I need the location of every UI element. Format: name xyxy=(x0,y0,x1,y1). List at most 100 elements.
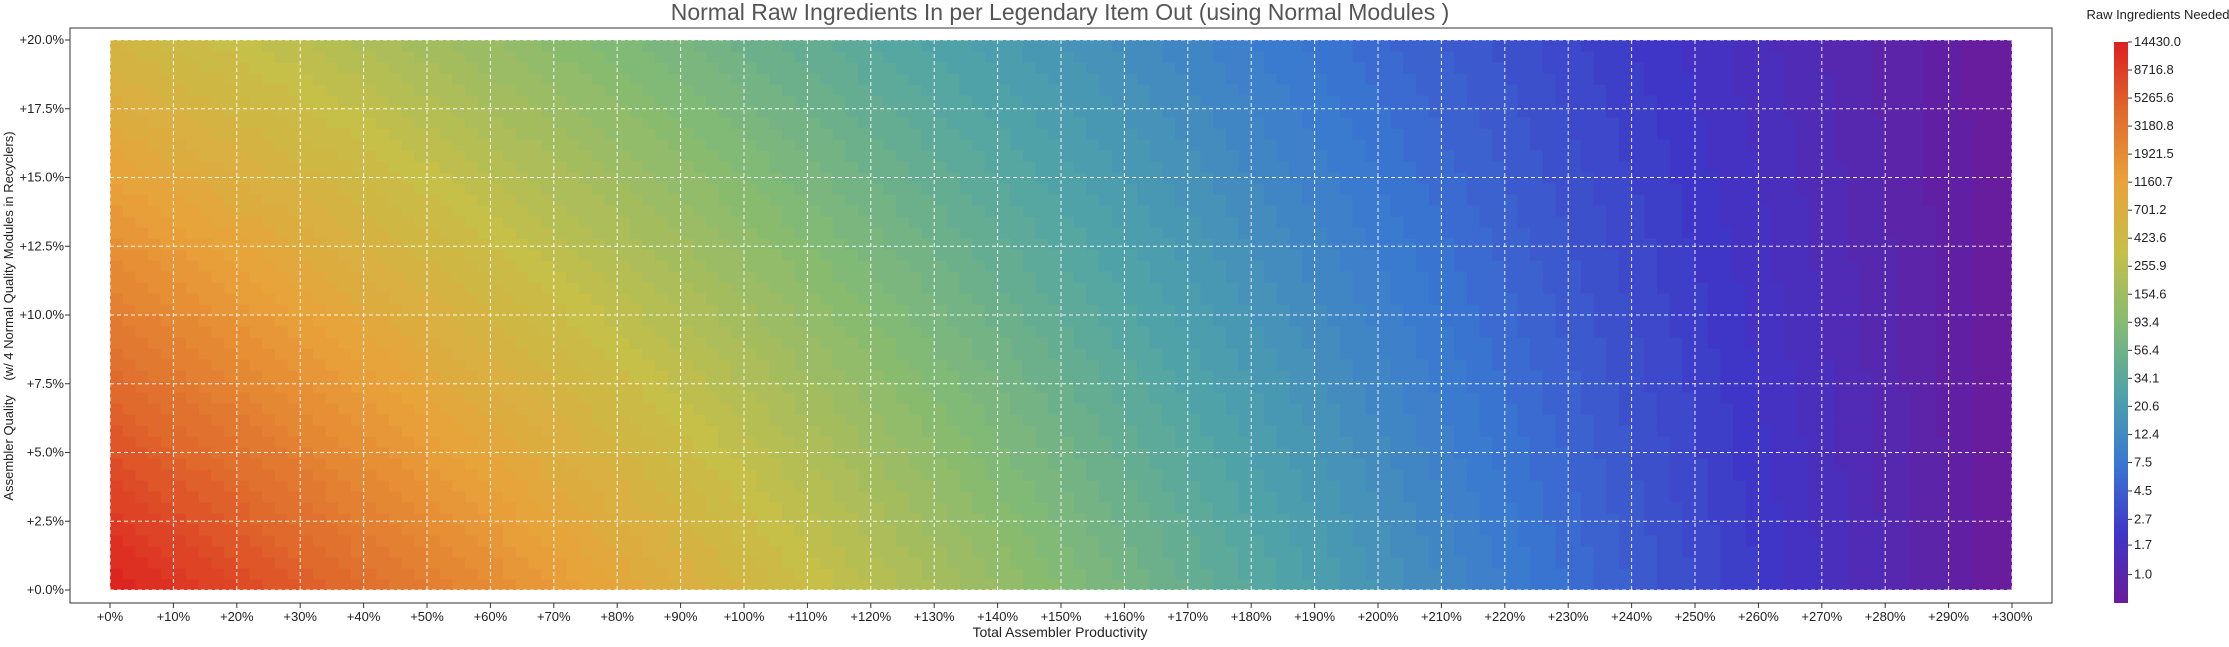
heatmap-cell xyxy=(591,106,606,118)
heatmap-cell xyxy=(350,414,365,426)
heatmap-cell xyxy=(870,359,885,371)
heatmap-cell xyxy=(160,557,174,569)
heatmap-cell xyxy=(160,491,174,503)
heatmap-cell xyxy=(503,73,517,85)
heatmap-cell xyxy=(629,381,644,393)
heatmap-cell xyxy=(376,238,390,250)
heatmap-cell xyxy=(845,117,859,129)
heatmap-cell xyxy=(1162,304,1176,316)
heatmap-cell xyxy=(579,238,593,250)
heatmap-cell xyxy=(338,128,352,140)
heatmap-cell xyxy=(160,117,174,129)
heatmap-cell xyxy=(249,458,263,470)
heatmap-cell xyxy=(908,40,923,52)
heatmap-cell xyxy=(363,480,377,492)
heatmap-cell xyxy=(997,480,1011,492)
heatmap-cell xyxy=(1137,238,1151,250)
heatmap-cell xyxy=(414,392,428,404)
heatmap-cell xyxy=(718,271,732,283)
heatmap-cell xyxy=(553,557,568,569)
heatmap-cell xyxy=(566,194,580,206)
heatmap-cell xyxy=(414,557,428,569)
heatmap-cell xyxy=(1073,95,1087,107)
heatmap-cell xyxy=(1263,117,1278,129)
heatmap-cell xyxy=(1061,282,1075,294)
heatmap-cell xyxy=(1048,535,1062,547)
heatmap-cell xyxy=(503,458,517,470)
heatmap-cell xyxy=(388,315,403,327)
heatmap-cell xyxy=(959,414,973,426)
heatmap-cell xyxy=(224,40,238,52)
heatmap-cell xyxy=(591,337,606,349)
heatmap-cell xyxy=(300,480,314,492)
heatmap-cell xyxy=(465,282,479,294)
heatmap-cell xyxy=(490,205,504,217)
heatmap-cell xyxy=(515,249,530,261)
heatmap-cell xyxy=(1339,535,1354,547)
heatmap-cell xyxy=(718,128,732,140)
heatmap-cell xyxy=(148,392,162,404)
heatmap-cell xyxy=(604,84,618,96)
heatmap-cell xyxy=(287,480,301,492)
heatmap-cell xyxy=(1111,128,1125,140)
heatmap-cell xyxy=(110,172,124,184)
heatmap-cell xyxy=(1086,557,1100,569)
heatmap-cell xyxy=(820,293,834,305)
heatmap-cell xyxy=(477,238,491,250)
heatmap-cell xyxy=(756,249,770,261)
heatmap-cell xyxy=(1301,216,1316,228)
heatmap-cell xyxy=(617,73,631,85)
heatmap-cell xyxy=(908,414,923,426)
heatmap-cell xyxy=(870,414,885,426)
heatmap-cell xyxy=(1137,502,1151,514)
heatmap-cell xyxy=(160,326,174,338)
heatmap-cell xyxy=(921,161,935,173)
heatmap-cell xyxy=(262,238,276,250)
heatmap-cell xyxy=(363,491,377,503)
heatmap-cell xyxy=(122,227,136,239)
heatmap-cell xyxy=(186,425,200,437)
heatmap-cell xyxy=(363,73,377,85)
heatmap-cell xyxy=(782,480,796,492)
heatmap-cell xyxy=(1187,282,1202,294)
heatmap-cell xyxy=(1352,315,1366,327)
heatmap-cell xyxy=(667,40,682,52)
heatmap-cell xyxy=(325,480,339,492)
heatmap-cell xyxy=(350,216,365,228)
heatmap-cell xyxy=(1061,73,1075,85)
heatmap-cell xyxy=(1035,315,1049,327)
heatmap-cell xyxy=(541,491,555,503)
heatmap-cell xyxy=(465,150,479,162)
heatmap-cell xyxy=(503,480,517,492)
heatmap-cell xyxy=(579,381,593,393)
heatmap-cell xyxy=(1251,216,1265,228)
heatmap-cell xyxy=(1213,480,1227,492)
heatmap-cell xyxy=(807,150,821,162)
heatmap-cell xyxy=(414,480,428,492)
heatmap-cell xyxy=(807,568,821,580)
heatmap-cell xyxy=(769,370,783,382)
heatmap-cell xyxy=(579,513,593,525)
heatmap-cell xyxy=(173,480,187,492)
heatmap-cell xyxy=(629,392,644,404)
heatmap-cell xyxy=(1314,139,1328,151)
heatmap-cell xyxy=(667,73,682,85)
heatmap-cell xyxy=(211,425,225,437)
heatmap-cell xyxy=(515,161,530,173)
heatmap-cell xyxy=(756,414,770,426)
heatmap-cell xyxy=(718,84,732,96)
heatmap-cell xyxy=(135,414,149,426)
heatmap-cell xyxy=(858,95,872,107)
heatmap-cell xyxy=(262,546,276,558)
heatmap-cell xyxy=(515,84,530,96)
heatmap-cell xyxy=(465,73,479,85)
heatmap-cell xyxy=(1263,403,1278,415)
heatmap-cell xyxy=(1187,139,1202,151)
heatmap-cell xyxy=(1035,469,1049,481)
heatmap-cell xyxy=(870,436,885,448)
heatmap-cell xyxy=(262,293,276,305)
heatmap-cell xyxy=(249,205,263,217)
heatmap-cell xyxy=(1175,579,1189,590)
heatmap-cell xyxy=(718,172,732,184)
heatmap-cell xyxy=(972,315,986,327)
